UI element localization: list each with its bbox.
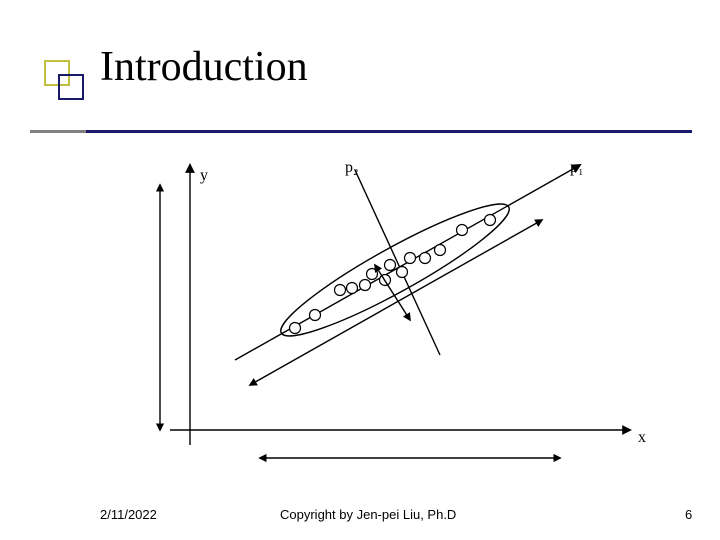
bullet-inner-box xyxy=(58,74,84,100)
svg-text:y: y xyxy=(200,167,208,184)
divider-grey xyxy=(30,130,86,133)
footer-date: 2/11/2022 xyxy=(100,507,157,522)
footer-copyright: Copyright by Jen-pei Liu, Ph.D xyxy=(280,507,456,522)
svg-text:p₂: p₂ xyxy=(345,159,359,176)
svg-text:p₁: p₁ xyxy=(570,159,584,176)
slide-title: Introduction xyxy=(100,43,308,91)
svg-text:x: x xyxy=(638,429,646,446)
footer-page: 6 xyxy=(685,507,692,522)
pca-diagram: x y p₁ p₂ xyxy=(130,150,650,470)
divider-dark xyxy=(86,130,692,133)
